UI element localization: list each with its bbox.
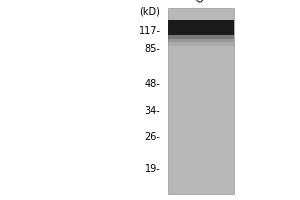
Text: COLO205: COLO205 (194, 0, 233, 5)
Text: 48-: 48- (145, 79, 161, 89)
Text: 26-: 26- (145, 132, 160, 142)
Text: 117-: 117- (139, 26, 160, 36)
Bar (168, 20, 234, 35)
Bar (168, 35, 234, 39)
Text: 19-: 19- (145, 164, 161, 174)
Bar (168, 39, 234, 42)
Text: 34-: 34- (145, 106, 161, 116)
Text: 85-: 85- (145, 44, 160, 54)
Text: (kD): (kD) (140, 7, 160, 17)
Bar (168, 42, 234, 46)
Bar (168, 8, 234, 194)
